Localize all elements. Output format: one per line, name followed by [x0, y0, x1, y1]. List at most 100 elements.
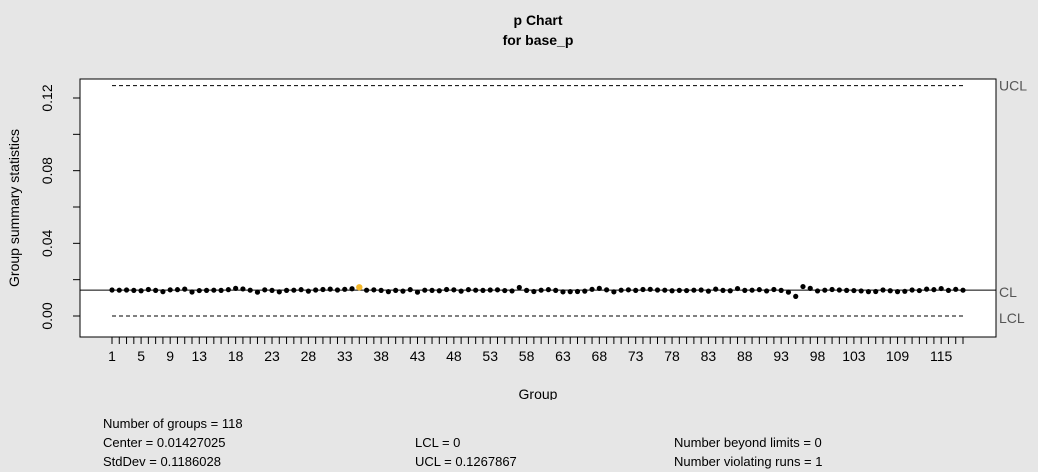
data-point	[487, 287, 493, 293]
data-point	[400, 288, 406, 294]
x-axis-label: Group	[519, 386, 558, 400]
data-point	[545, 287, 552, 293]
data-point	[916, 287, 922, 294]
x-tick-label: 83	[701, 348, 717, 364]
data-point	[902, 288, 908, 294]
data-point	[269, 287, 275, 293]
data-point	[945, 287, 952, 293]
data-point	[553, 287, 559, 293]
number-of-groups: Number of groups = 118	[103, 416, 243, 431]
data-point	[880, 287, 886, 293]
ucl-value: UCL = 0.1267867	[415, 454, 517, 469]
data-point	[749, 287, 755, 293]
data-point	[182, 286, 188, 292]
stats-column-3: Number beyond limits = 0 Number violatin…	[674, 433, 823, 471]
data-point	[771, 286, 777, 293]
data-point	[698, 287, 704, 293]
data-point	[829, 286, 835, 293]
data-point	[574, 288, 581, 295]
data-point	[531, 288, 537, 295]
y-tick-label: 0.04	[39, 229, 55, 256]
data-point	[349, 286, 355, 292]
data-point	[931, 287, 937, 293]
ucl-label: UCL	[999, 78, 1027, 94]
x-tick-label: 93	[773, 348, 789, 364]
chart-title: p Chart	[514, 12, 563, 28]
data-point	[167, 287, 173, 293]
data-point	[742, 287, 748, 293]
data-point	[480, 287, 486, 293]
data-point	[203, 287, 210, 293]
x-tick-label: 23	[264, 348, 280, 364]
data-point	[443, 286, 450, 293]
data-point	[640, 286, 646, 293]
data-point	[662, 287, 668, 293]
data-point	[138, 288, 144, 294]
data-point	[523, 287, 530, 293]
x-tick-label: 38	[373, 348, 389, 364]
data-point	[858, 288, 864, 294]
data-point	[647, 286, 653, 292]
data-point	[254, 289, 261, 295]
x-tick-label: 58	[519, 348, 535, 364]
data-point	[684, 287, 690, 294]
data-point	[356, 284, 363, 291]
data-point	[313, 287, 319, 293]
data-point	[291, 287, 297, 293]
data-point	[538, 287, 544, 293]
data-point	[582, 288, 588, 294]
data-point	[414, 289, 421, 295]
x-tick-label: 48	[446, 348, 462, 364]
lcl-value: LCL = 0	[415, 435, 461, 450]
x-tick-label: 88	[737, 348, 753, 364]
lcl-label: LCL	[999, 310, 1025, 326]
data-point	[669, 288, 675, 294]
data-point	[814, 288, 821, 294]
data-point	[407, 287, 413, 293]
data-point	[909, 287, 915, 293]
data-point	[676, 287, 682, 293]
data-point	[276, 289, 282, 295]
data-point	[924, 286, 930, 292]
x-tick-label: 13	[191, 348, 207, 364]
data-point	[625, 287, 632, 293]
violating-runs-count: Number violating runs = 1	[674, 454, 823, 469]
data-point	[240, 286, 246, 292]
data-point	[596, 285, 602, 291]
data-point	[603, 287, 610, 293]
data-point	[305, 288, 311, 294]
data-point	[116, 287, 122, 293]
data-point	[836, 287, 842, 293]
data-point	[691, 287, 697, 293]
data-point	[807, 285, 813, 291]
data-point	[283, 287, 290, 293]
data-point	[734, 285, 741, 292]
data-point	[960, 287, 966, 293]
chart-subtitle: for base_p	[503, 32, 574, 48]
data-point	[123, 287, 130, 293]
x-tick-label: 9	[166, 348, 174, 364]
x-tick-label: 115	[930, 348, 953, 364]
data-point	[560, 289, 566, 295]
data-point	[720, 287, 726, 293]
data-point	[800, 283, 806, 290]
data-point	[778, 287, 784, 293]
data-point	[458, 288, 464, 294]
x-tick-label: 18	[228, 348, 244, 364]
x-tick-label: 63	[555, 348, 571, 364]
data-point	[378, 287, 384, 293]
x-tick-label: 78	[664, 348, 680, 364]
data-point	[298, 287, 304, 293]
data-point	[793, 293, 799, 299]
data-point	[654, 287, 661, 293]
data-point	[516, 284, 522, 291]
x-tick-label: 43	[410, 348, 426, 364]
data-point	[938, 285, 944, 292]
x-tick-label: 103	[842, 348, 866, 364]
beyond-limits-count: Number beyond limits = 0	[674, 435, 822, 450]
data-point	[422, 287, 428, 293]
data-point	[713, 286, 719, 292]
data-point	[131, 287, 137, 293]
data-point	[633, 287, 639, 293]
plot-area	[79, 78, 997, 338]
